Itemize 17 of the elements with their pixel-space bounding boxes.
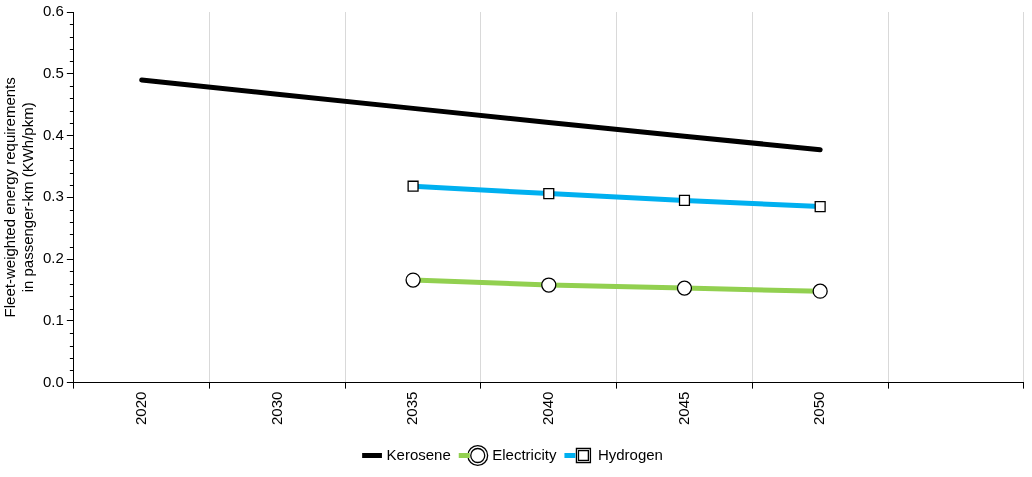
legend-label: Kerosene bbox=[386, 445, 451, 463]
y-tick-label: 0.5 bbox=[42, 63, 64, 81]
legend-label: Electricity bbox=[492, 445, 557, 463]
x-tick-label: 2050 bbox=[810, 391, 828, 426]
y-tick-label: 0.3 bbox=[42, 187, 64, 205]
x-tick-label: 2040 bbox=[538, 391, 556, 426]
y-axis-title: Fleet-weighted energy requirements in passenger-km (KWh/pkm) bbox=[1, 77, 37, 318]
x-tick-label: 2020 bbox=[131, 391, 149, 426]
y-tick-label: 0.2 bbox=[42, 249, 64, 267]
y-tick-label: 0.0 bbox=[42, 372, 64, 390]
legend-label: Hydrogen bbox=[597, 445, 663, 463]
y-tick-label: 0.1 bbox=[42, 311, 64, 328]
x-tick-label: 2045 bbox=[674, 391, 692, 426]
y-tick-label: 0.4 bbox=[42, 125, 64, 143]
x-tick-label: 2035 bbox=[403, 391, 421, 426]
x-tick-label: 2030 bbox=[267, 391, 285, 426]
y-tick-label: 0.6 bbox=[42, 2, 64, 20]
